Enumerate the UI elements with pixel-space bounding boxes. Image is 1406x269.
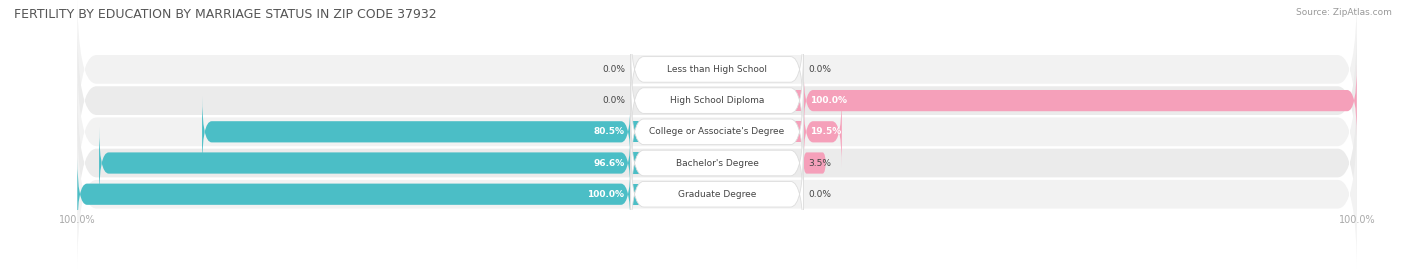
FancyBboxPatch shape	[803, 153, 825, 174]
Text: 80.5%: 80.5%	[593, 127, 624, 136]
FancyBboxPatch shape	[77, 0, 1357, 149]
Text: College or Associate's Degree: College or Associate's Degree	[650, 127, 785, 136]
Bar	[631, 184, 717, 205]
Text: Bachelor's Degree: Bachelor's Degree	[676, 158, 758, 168]
Bar	[717, 153, 740, 174]
Text: FERTILITY BY EDUCATION BY MARRIAGE STATUS IN ZIP CODE 37932: FERTILITY BY EDUCATION BY MARRIAGE STATU…	[14, 8, 437, 21]
FancyBboxPatch shape	[803, 64, 1357, 137]
FancyBboxPatch shape	[77, 158, 631, 231]
Bar	[631, 121, 717, 142]
FancyBboxPatch shape	[631, 82, 803, 181]
Text: Source: ZipAtlas.com: Source: ZipAtlas.com	[1296, 8, 1392, 17]
FancyBboxPatch shape	[631, 145, 803, 244]
FancyBboxPatch shape	[631, 51, 803, 150]
Text: 100.0%: 100.0%	[810, 96, 846, 105]
Text: 0.0%: 0.0%	[603, 96, 626, 105]
FancyBboxPatch shape	[77, 84, 1357, 242]
FancyBboxPatch shape	[631, 20, 803, 119]
Text: 19.5%: 19.5%	[810, 127, 841, 136]
Bar	[717, 121, 803, 142]
Bar	[631, 153, 717, 174]
FancyBboxPatch shape	[803, 95, 842, 168]
FancyBboxPatch shape	[77, 52, 1357, 211]
Text: Less than High School: Less than High School	[666, 65, 768, 74]
Text: 100.0%: 100.0%	[588, 190, 624, 199]
Text: 3.5%: 3.5%	[808, 158, 831, 168]
Text: High School Diploma: High School Diploma	[669, 96, 765, 105]
Bar	[717, 90, 803, 111]
Text: 0.0%: 0.0%	[808, 190, 831, 199]
Text: 0.0%: 0.0%	[808, 65, 831, 74]
FancyBboxPatch shape	[77, 115, 1357, 269]
Text: 96.6%: 96.6%	[593, 158, 624, 168]
FancyBboxPatch shape	[77, 21, 1357, 180]
FancyBboxPatch shape	[98, 127, 631, 199]
Text: 0.0%: 0.0%	[603, 65, 626, 74]
FancyBboxPatch shape	[202, 95, 631, 168]
Text: Graduate Degree: Graduate Degree	[678, 190, 756, 199]
FancyBboxPatch shape	[631, 114, 803, 213]
